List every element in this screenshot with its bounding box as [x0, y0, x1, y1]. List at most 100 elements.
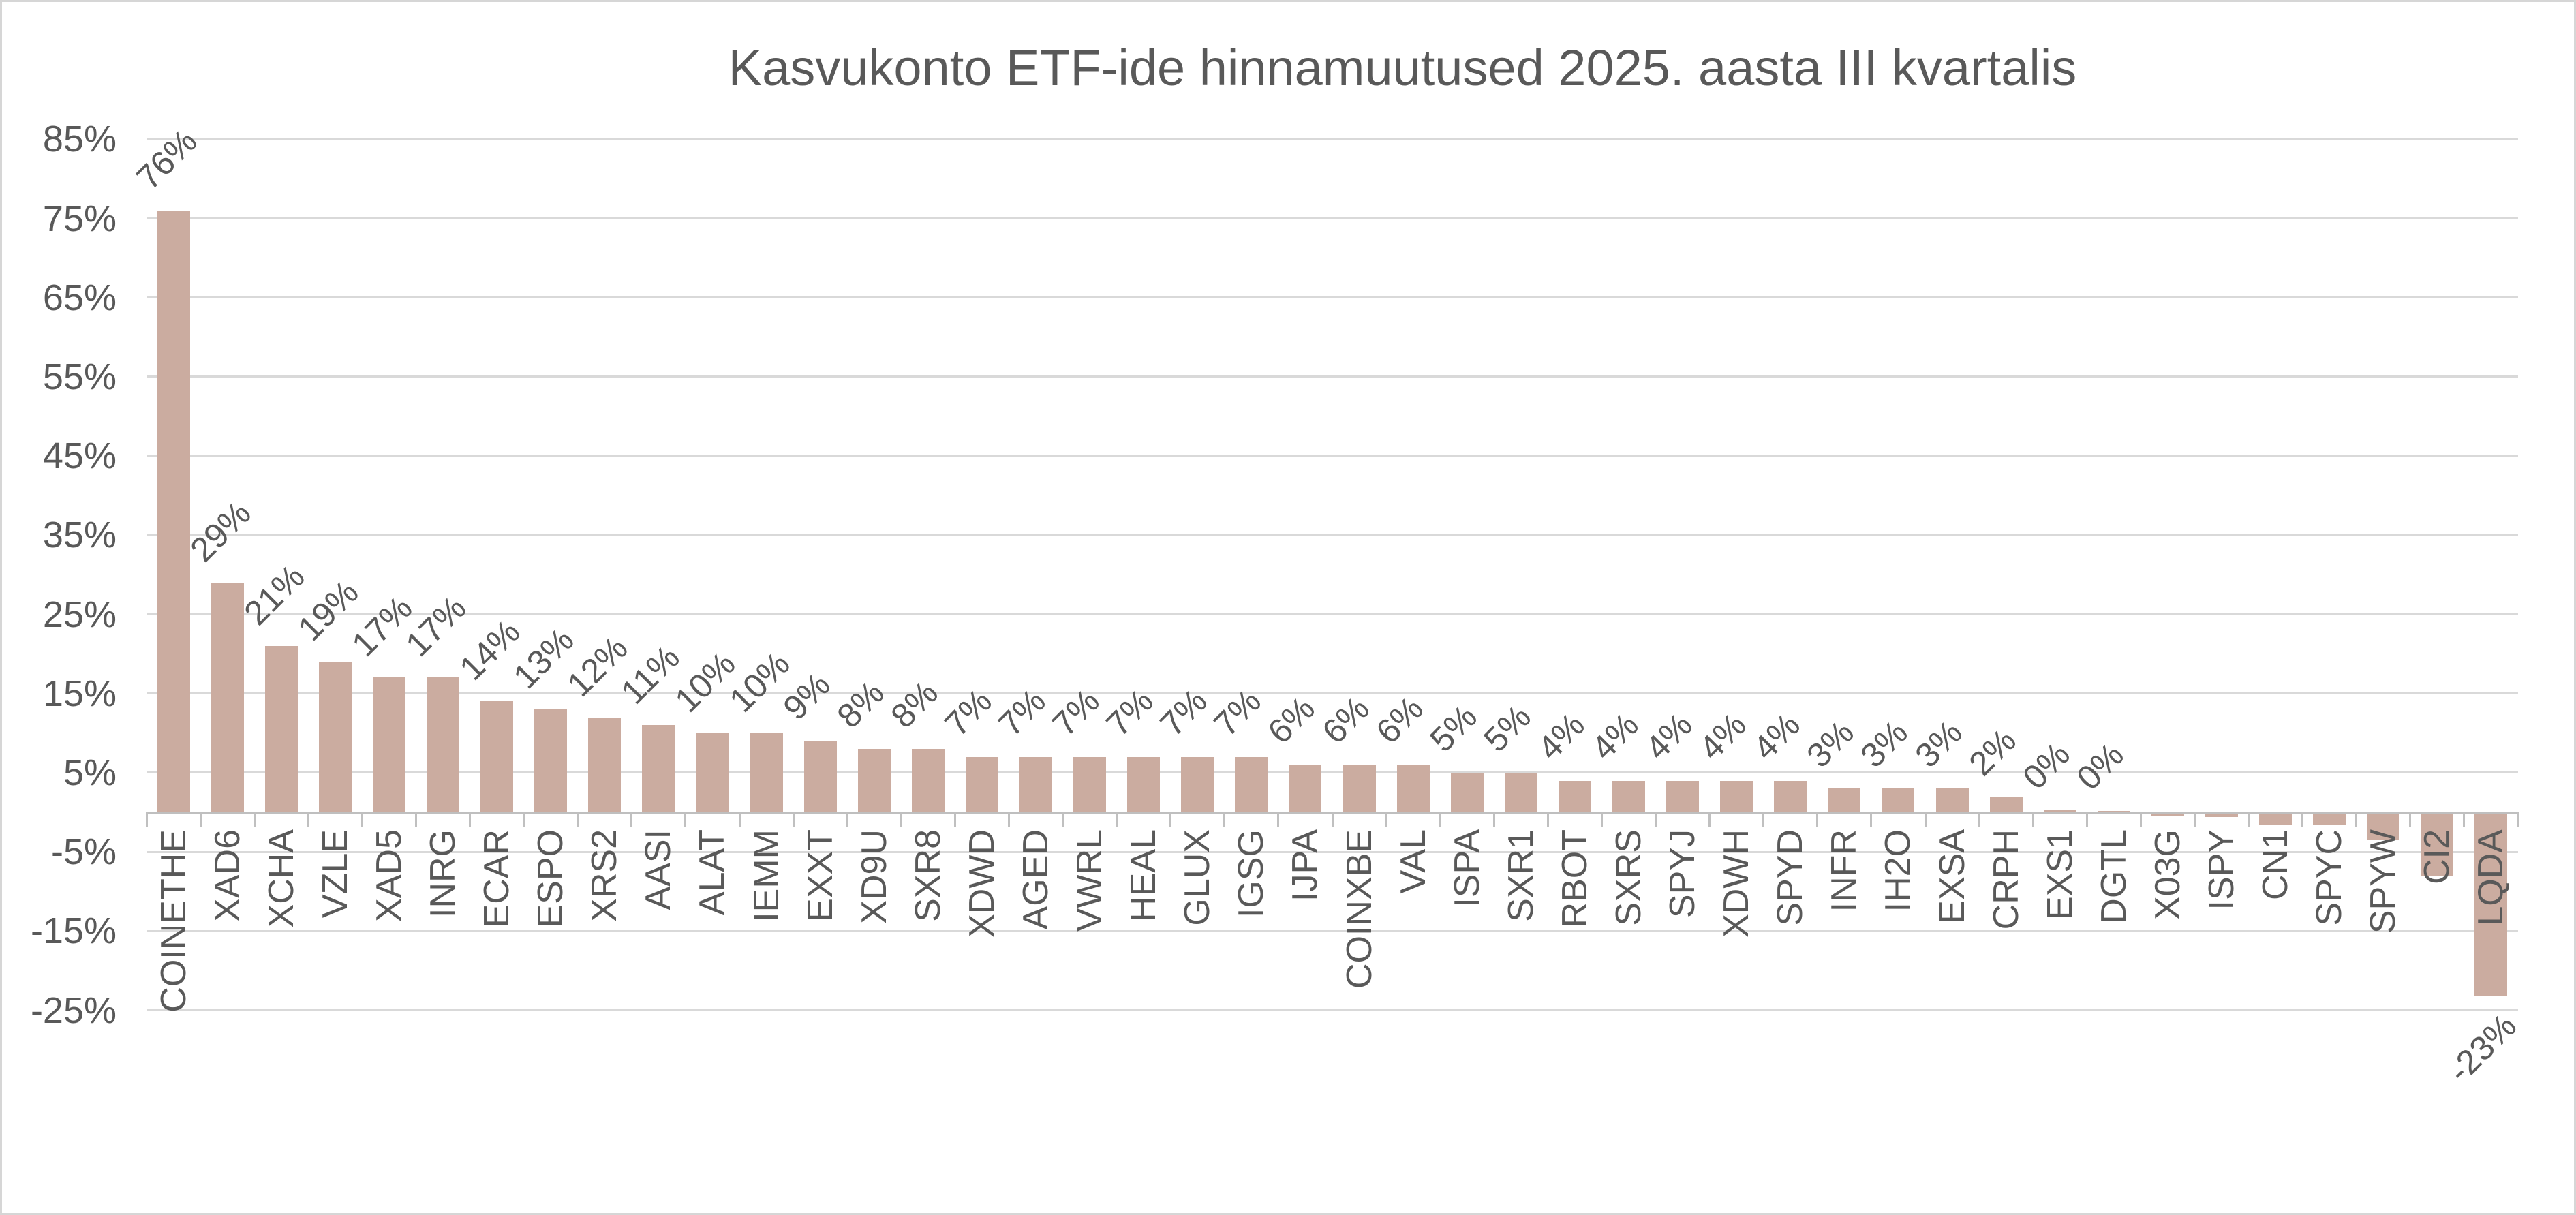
bar [1774, 780, 1807, 812]
x-axis-tick [1331, 812, 1334, 827]
bar-value-label: 3% [1853, 713, 1916, 775]
x-axis-tick [2301, 812, 2304, 827]
category-label-wrap: ESPO [531, 829, 570, 928]
bar-value-label: 4% [1530, 705, 1593, 767]
category-label: LQDA [2471, 829, 2511, 926]
x-axis-tick [1062, 812, 1064, 827]
bar-value-label: 7% [1152, 681, 1215, 743]
category-label-wrap: AGED [1016, 829, 1056, 929]
bar [1612, 780, 1645, 812]
category-label: EXXT [800, 829, 840, 922]
x-axis-tick [1762, 812, 1765, 827]
chart-title: Kasvukonto ETF-ide hinnamuutused 2025. a… [728, 40, 2077, 96]
gridline [147, 850, 2518, 853]
x-axis-tick [1924, 812, 1927, 827]
x-axis-tick [307, 812, 309, 827]
bar [1019, 756, 1052, 812]
category-label-wrap: HEAL [1124, 829, 1163, 922]
category-label: XRS2 [585, 829, 625, 922]
category-label-wrap: EXSA [1933, 829, 1972, 924]
bar [427, 677, 459, 812]
x-axis-tick [2463, 812, 2466, 827]
category-label: INFR [1824, 829, 1865, 912]
bar [1181, 756, 1214, 812]
x-axis-tick [361, 812, 363, 827]
x-axis-tick [2517, 812, 2519, 827]
x-axis-tick [145, 812, 148, 827]
bar-value-label: 0% [2015, 734, 2077, 797]
bar [1720, 780, 1753, 812]
category-label-wrap: VWRL [1070, 829, 1109, 932]
x-axis-tick [1439, 812, 1441, 827]
category-label-wrap: EXS1 [2040, 829, 2080, 920]
category-label-wrap: INRG [423, 829, 463, 918]
x-axis-tick [2085, 812, 2088, 827]
x-axis-tick [846, 812, 848, 827]
bar [2474, 813, 2508, 996]
bar [1666, 780, 1700, 812]
bar [157, 210, 190, 812]
bar [318, 662, 352, 812]
category-label-wrap: DGTL [2094, 829, 2134, 924]
bar [2367, 813, 2400, 840]
x-axis-tick [1546, 812, 1549, 827]
bar-value-label: 4% [1638, 705, 1700, 767]
bar [372, 677, 405, 812]
gridline [147, 1009, 2518, 1011]
bar [2151, 813, 2184, 817]
x-axis-tick [1277, 812, 1280, 827]
bar [1396, 765, 1430, 812]
category-label-wrap: GLUX [1178, 829, 1217, 926]
bar-value-label: 6% [1314, 689, 1377, 752]
x-axis-tick [2409, 812, 2412, 827]
x-axis-tick [2031, 812, 2034, 827]
bar [2313, 813, 2346, 825]
gridline [147, 692, 2518, 695]
category-label: HEAL [1124, 829, 1164, 922]
bar [2205, 813, 2238, 818]
category-label: SPYW [2363, 829, 2404, 934]
gridline [147, 455, 2518, 457]
y-axis-tick-label: 35% [42, 514, 117, 556]
category-label: XDWD [962, 829, 1002, 938]
gridline [147, 296, 2518, 299]
category-label: XCHA [261, 829, 301, 928]
category-label: GLUX [1178, 829, 1218, 926]
x-axis-tick [1116, 812, 1118, 827]
bar [2259, 813, 2293, 825]
bar [1289, 765, 1322, 812]
bar [1828, 788, 1861, 812]
category-label: IGSG [1231, 829, 1272, 919]
bar-value-label: 5% [1476, 697, 1538, 759]
category-label-wrap: COINXBE [1340, 829, 1379, 989]
y-axis-tick-label: 25% [42, 594, 117, 635]
category-label: ESPO [531, 829, 571, 928]
bar-value-label: -23% [2440, 1006, 2524, 1090]
category-label-wrap: SPYC [2310, 829, 2349, 926]
category-label-wrap: SXRS [1609, 829, 1649, 926]
bar-value-label: 3% [1907, 713, 1969, 775]
x-axis-tick [253, 812, 256, 827]
x-axis-tick [2193, 812, 2196, 827]
category-label-wrap: XAD5 [369, 829, 409, 922]
category-label: X03G [2147, 829, 2188, 920]
bar-value-label: 3% [1799, 713, 1862, 775]
category-label-wrap: XAD6 [208, 829, 247, 922]
bar [1558, 780, 1591, 812]
y-axis-tick-label: -5% [50, 831, 117, 873]
category-label-wrap: CN1 [2256, 829, 2295, 900]
bar [857, 749, 891, 812]
category-label: ECAR [477, 829, 517, 928]
category-label-wrap: ECAR [477, 829, 517, 927]
x-axis-tick [1870, 812, 1873, 827]
category-label-wrap: SXR8 [908, 829, 948, 922]
category-label: AASI [639, 829, 679, 910]
bar [1073, 756, 1107, 812]
category-label: IJPA [1285, 829, 1325, 902]
category-label: RBOT [1554, 829, 1595, 928]
bar [2421, 813, 2454, 876]
category-label-wrap: ISPA [1447, 829, 1487, 908]
category-label: SXR8 [908, 829, 948, 922]
bar-value-label: 6% [1368, 689, 1430, 752]
